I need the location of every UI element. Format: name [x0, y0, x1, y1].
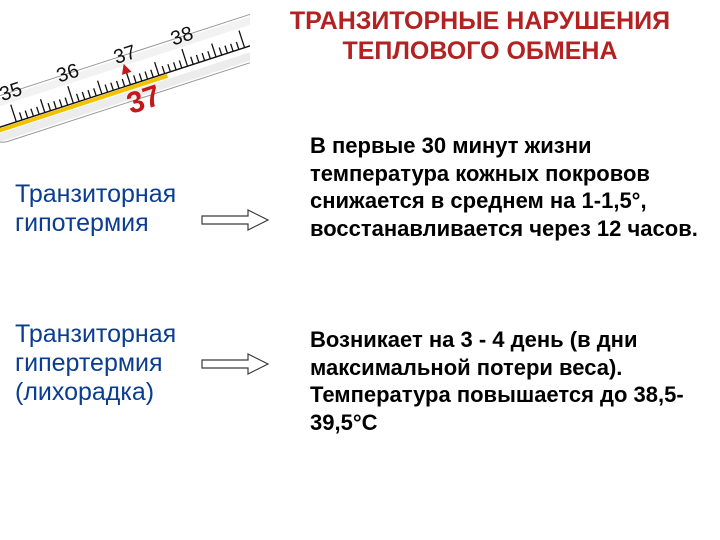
svg-text:37: 37: [111, 41, 139, 69]
term-hypothermia-label: Транзиторная гипотермия: [15, 180, 215, 238]
hyperthermia-description: Возникает на 3 - 4 день (в дни максималь…: [310, 326, 700, 436]
svg-text:38: 38: [168, 23, 196, 51]
thermometer-image: 35 36 37 38 37: [0, 10, 250, 160]
svg-text:36: 36: [54, 60, 82, 88]
arrow-icon: [200, 352, 270, 376]
slide-title: ТРАНЗИТОРНЫЕ НАРУШЕНИЯ ТЕПЛОВОГО ОБМЕНА: [245, 6, 715, 66]
arrow-icon: [200, 208, 270, 232]
term-hyperthermia-label: Транзиторная гипертермия (лихорадка): [15, 320, 215, 406]
svg-text:37: 37: [123, 79, 165, 121]
hypothermia-description: В первые 30 минут жизни температура кожн…: [310, 132, 700, 242]
svg-text:35: 35: [0, 78, 25, 106]
